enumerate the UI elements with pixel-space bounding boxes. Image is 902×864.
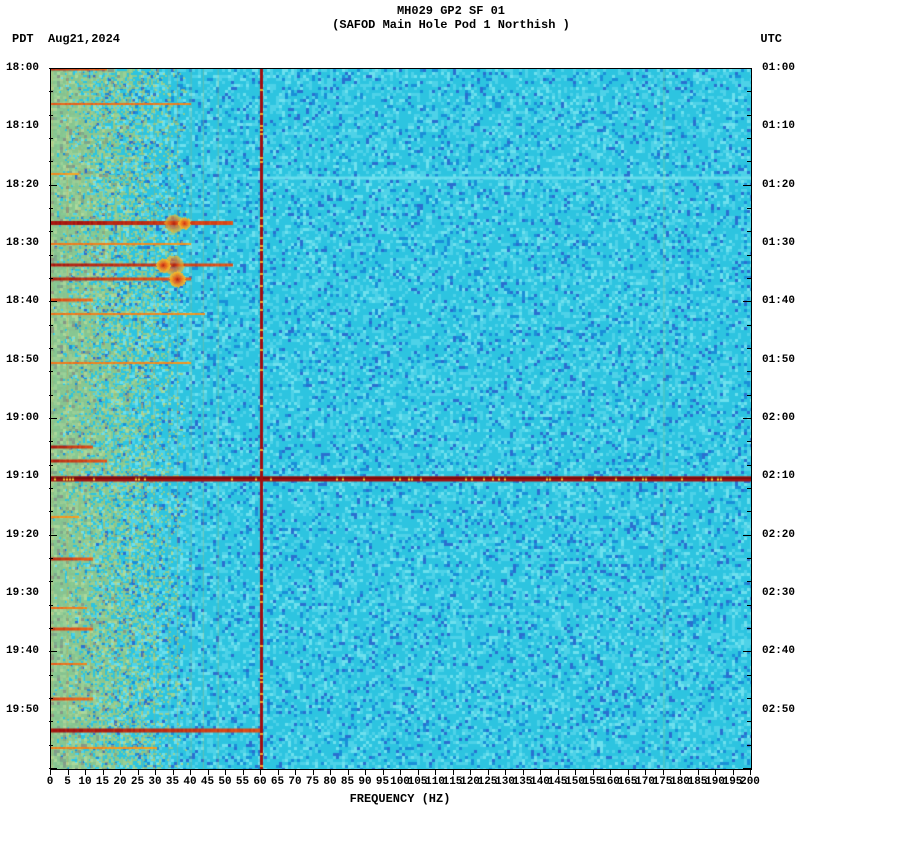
y-tick-left: 19:50 (6, 704, 39, 716)
y-tick-right: 02:30 (762, 587, 795, 599)
y-tick-left: 18:00 (6, 62, 39, 74)
y-tick-right: 02:20 (762, 529, 795, 541)
x-tick: 10 (78, 776, 91, 788)
x-tick: 0 (47, 776, 54, 788)
chart-title-2: (SAFOD Main Hole Pod 1 Northish ) (0, 18, 902, 32)
y-tick-right: 02:00 (762, 412, 795, 424)
x-tick: 25 (131, 776, 144, 788)
x-tick: 75 (306, 776, 319, 788)
spectrogram-chart: 18:0018:1018:2018:3018:4018:5019:0019:10… (50, 68, 750, 768)
y-tick-left: 18:10 (6, 120, 39, 132)
y-tick-left: 19:30 (6, 587, 39, 599)
x-tick: 70 (288, 776, 301, 788)
y-tick-left: 19:20 (6, 529, 39, 541)
x-tick: 200 (740, 776, 760, 788)
y-tick-marks-left (49, 68, 57, 768)
y-axis-right: 01:0001:1001:2001:3001:4001:5002:0002:10… (762, 68, 812, 768)
y-tick-right: 01:50 (762, 354, 795, 366)
x-tick: 35 (166, 776, 179, 788)
x-tick: 5 (64, 776, 71, 788)
x-tick: 50 (218, 776, 231, 788)
x-axis-label: FREQUENCY (HZ) (50, 792, 750, 806)
x-tick: 85 (341, 776, 354, 788)
side-trace (870, 68, 902, 768)
x-tick: 15 (96, 776, 109, 788)
y-tick-right: 01:00 (762, 62, 795, 74)
tz-left-label: PDT (12, 32, 34, 46)
y-tick-left: 18:30 (6, 237, 39, 249)
x-tick: 40 (183, 776, 196, 788)
x-tick: 45 (201, 776, 214, 788)
x-tick: 30 (148, 776, 161, 788)
date-label: Aug21,2024 (48, 32, 120, 46)
x-tick: 95 (376, 776, 389, 788)
y-tick-left: 18:50 (6, 354, 39, 366)
y-tick-right: 01:40 (762, 295, 795, 307)
chart-title-1: MH029 GP2 SF 01 (0, 4, 902, 18)
y-tick-right: 02:40 (762, 645, 795, 657)
y-tick-right: 02:10 (762, 470, 795, 482)
y-tick-left: 19:10 (6, 470, 39, 482)
y-axis-left: 18:0018:1018:2018:3018:4018:5019:0019:10… (6, 68, 46, 768)
x-tick: 20 (113, 776, 126, 788)
y-tick-left: 19:00 (6, 412, 39, 424)
y-tick-left: 19:40 (6, 645, 39, 657)
x-tick: 60 (253, 776, 266, 788)
x-tick: 65 (271, 776, 284, 788)
x-tick: 90 (358, 776, 371, 788)
y-tick-marks-right (743, 68, 751, 768)
x-tick: 55 (236, 776, 249, 788)
y-tick-left: 18:20 (6, 179, 39, 191)
y-tick-right: 01:30 (762, 237, 795, 249)
y-tick-right: 01:10 (762, 120, 795, 132)
y-tick-right: 02:50 (762, 704, 795, 716)
spectrogram-canvas (50, 68, 752, 770)
x-tick: 80 (323, 776, 336, 788)
y-tick-left: 18:40 (6, 295, 39, 307)
y-tick-right: 01:20 (762, 179, 795, 191)
tz-right-label: UTC (760, 32, 782, 46)
